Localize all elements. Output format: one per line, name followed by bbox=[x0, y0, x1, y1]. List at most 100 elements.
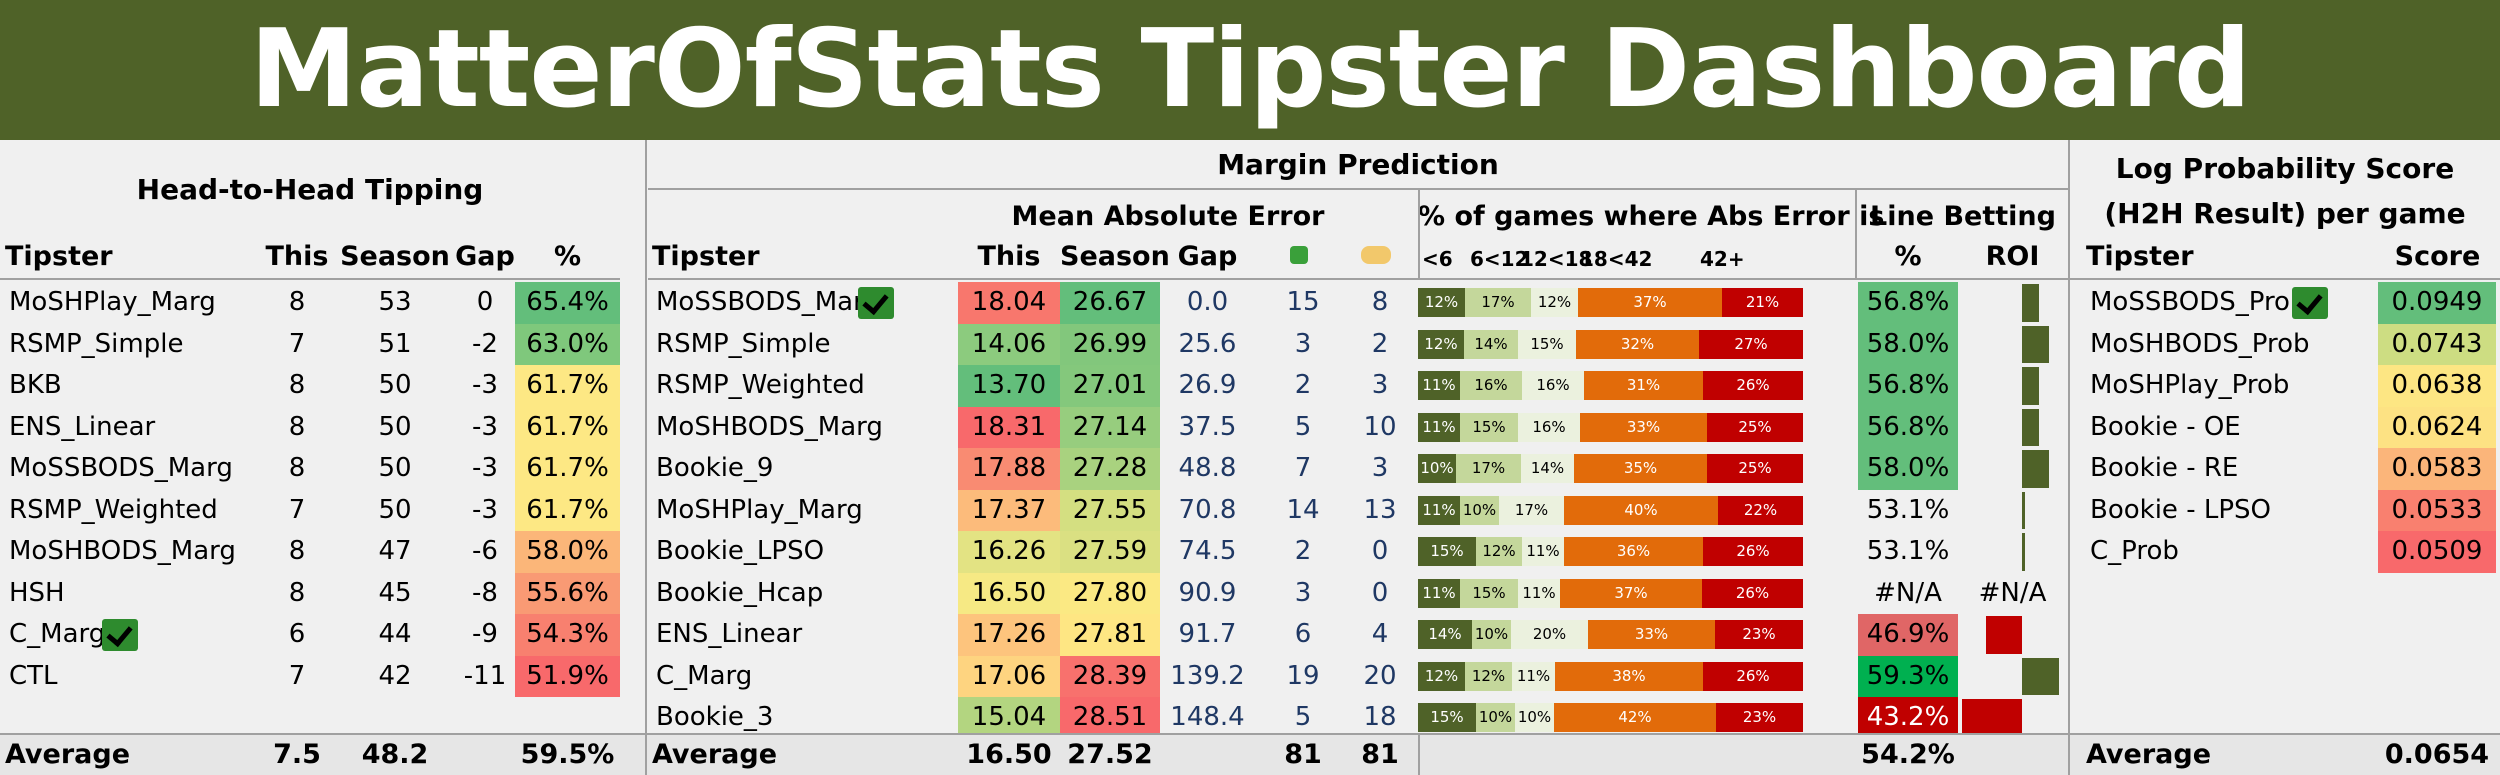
margin-row-gap: 26.9 bbox=[1178, 370, 1237, 400]
error-segment: 12% bbox=[1418, 661, 1465, 691]
h2h-row-this: 8 bbox=[288, 370, 306, 400]
error-segment: 17% bbox=[1465, 288, 1531, 317]
lps-title-line1: Log Probability Score bbox=[2115, 152, 2455, 185]
checkmark-icon bbox=[857, 287, 894, 319]
error-distribution-bar: 12% 12% 11% 38% 26% bbox=[1418, 661, 1803, 691]
margin-row-flag: 7 bbox=[1294, 453, 1312, 483]
margin-footer-this: 16.50 bbox=[966, 739, 1052, 770]
dist-title: % of games where Abs Error is bbox=[1418, 201, 1885, 232]
checkmark-icon bbox=[102, 619, 138, 651]
margin-row-this: 18.04 bbox=[958, 282, 1060, 324]
h2h-row-tipster: ENS_Linear bbox=[9, 411, 156, 442]
error-segment: 11% bbox=[1518, 578, 1560, 608]
h2h-row-pct: 65.4% bbox=[515, 282, 620, 324]
error-segment: 37% bbox=[1578, 288, 1722, 317]
roi-bar bbox=[2022, 657, 2059, 695]
error-segment: 12% bbox=[1531, 288, 1578, 317]
divider bbox=[648, 188, 2068, 190]
error-segment: 33% bbox=[1588, 620, 1715, 649]
lb-header-pct: % bbox=[1894, 241, 1922, 272]
error-segment: 11% bbox=[1418, 412, 1460, 442]
margin-row-hand: 13 bbox=[1363, 494, 1397, 525]
h2h-header-pct: % bbox=[553, 241, 582, 272]
margin-row-this: 14.06 bbox=[958, 323, 1060, 365]
margin-row-tipster: MoSHBODS_Marg bbox=[656, 411, 883, 442]
error-segment: 10% bbox=[1418, 454, 1456, 483]
margin-row-gap: 91.7 bbox=[1178, 619, 1237, 649]
h2h-row-tipster: MoSHBODS_Marg bbox=[9, 536, 236, 566]
error-segment: 14% bbox=[1464, 329, 1518, 359]
margin-row-gap: 70.8 bbox=[1178, 494, 1237, 525]
h2h-header-this: This bbox=[265, 241, 329, 272]
error-distribution-bar: 10% 17% 14% 35% 25% bbox=[1418, 454, 1803, 483]
h2h-row-pct: 51.9% bbox=[515, 655, 620, 697]
h2h-row-pct: 55.6% bbox=[515, 572, 620, 614]
error-segment: 15% bbox=[1418, 537, 1476, 566]
h2h-row-gap: -8 bbox=[472, 577, 498, 608]
margin-row-gap: 90.9 bbox=[1178, 577, 1237, 608]
margin-row-tipster: C_Marg bbox=[656, 660, 753, 691]
dist-header: <6 bbox=[1422, 247, 1453, 271]
divider bbox=[1418, 735, 1420, 775]
line-betting-pct: 56.8% bbox=[1858, 282, 1958, 324]
h2h-row-this: 6 bbox=[288, 619, 306, 649]
error-segment: 27% bbox=[1699, 329, 1803, 359]
error-segment: 35% bbox=[1574, 454, 1707, 483]
error-segment: 25% bbox=[1707, 454, 1803, 483]
margin-row-hand: 20 bbox=[1363, 660, 1397, 691]
roi-bar bbox=[2022, 325, 2049, 363]
error-segment: 15% bbox=[1460, 578, 1518, 608]
line-betting-pct: 56.8% bbox=[1858, 406, 1958, 448]
h2h-header-season: Season bbox=[340, 241, 450, 272]
margin-row-tipster: MoSHPlay_Marg bbox=[656, 494, 863, 525]
error-segment: 26% bbox=[1702, 578, 1803, 608]
margin-row-gap: 37.5 bbox=[1178, 411, 1237, 442]
error-segment: 42% bbox=[1554, 703, 1716, 732]
line-betting-pct: 56.8% bbox=[1858, 365, 1958, 407]
margin-row-flag: 2 bbox=[1294, 536, 1312, 566]
margin-row-this: 16.50 bbox=[958, 572, 1060, 614]
margin-row-season: 26.99 bbox=[1060, 323, 1160, 365]
lps-row-score: 0.0743 bbox=[2378, 323, 2496, 365]
error-segment: 26% bbox=[1703, 371, 1803, 400]
lps-row-score: 0.0638 bbox=[2378, 365, 2496, 407]
margin-row-this: 18.31 bbox=[958, 406, 1060, 448]
h2h-row-this: 8 bbox=[288, 536, 306, 566]
error-segment: 10% bbox=[1515, 703, 1554, 732]
divider bbox=[645, 140, 647, 775]
h2h-row-gap: -11 bbox=[463, 660, 507, 691]
error-distribution-bar: 11% 15% 16% 33% 25% bbox=[1418, 412, 1803, 442]
lps-row-tipster: MoSHBODS_Prob bbox=[2090, 328, 2310, 359]
lps-row-score: 0.0624 bbox=[2378, 406, 2496, 448]
error-segment: 23% bbox=[1716, 703, 1803, 732]
error-segment: 12% bbox=[1418, 329, 1464, 359]
margin-header-season: Season bbox=[1060, 241, 1170, 272]
error-segment: 26% bbox=[1703, 661, 1803, 691]
margin-footer-flag: 81 bbox=[1284, 739, 1322, 770]
error-distribution-bar: 12% 17% 12% 37% 21% bbox=[1418, 288, 1803, 317]
margin-row-flag: 3 bbox=[1294, 577, 1312, 608]
h2h-row-gap: -3 bbox=[472, 411, 498, 442]
lps-title-line2: (H2H Result) per game bbox=[2104, 197, 2466, 230]
margin-row-season: 27.01 bbox=[1060, 365, 1160, 407]
margin-row-this: 17.37 bbox=[958, 489, 1060, 531]
flag-icon bbox=[1290, 246, 1308, 264]
line-betting-pct: 43.2% bbox=[1858, 697, 1958, 739]
h2h-row-this: 8 bbox=[288, 577, 306, 608]
lps-row-tipster: Bookie - LPSO bbox=[2090, 494, 2271, 525]
margin-header-tipster: Tipster bbox=[652, 241, 760, 272]
divider bbox=[0, 278, 620, 280]
roi-bar bbox=[1962, 699, 2022, 737]
lps-row-score: 0.0509 bbox=[2378, 531, 2496, 573]
margin-row-season: 27.59 bbox=[1060, 531, 1160, 573]
error-segment: 11% bbox=[1512, 661, 1555, 691]
lps-row-tipster: Bookie - RE bbox=[2090, 453, 2239, 483]
margin-row-hand: 0 bbox=[1371, 536, 1389, 566]
lps-row-score: 0.0583 bbox=[2378, 448, 2496, 490]
footer-bar bbox=[0, 735, 2500, 775]
error-segment: 15% bbox=[1418, 703, 1476, 732]
margin-row-season: 27.55 bbox=[1060, 489, 1160, 531]
h2h-row-season: 50 bbox=[378, 453, 412, 483]
margin-row-this: 17.88 bbox=[958, 448, 1060, 490]
error-segment: 36% bbox=[1564, 537, 1703, 566]
